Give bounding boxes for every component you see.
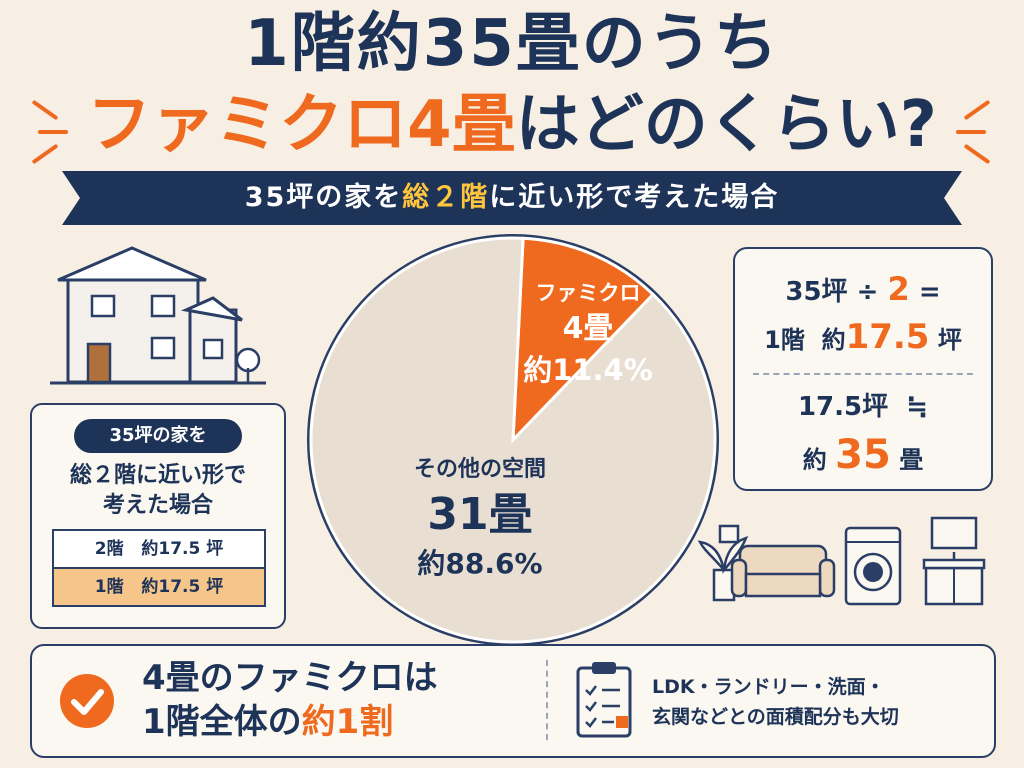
info-desc-line1: 総２階に近い形で [69, 463, 246, 488]
calc-operator: ÷ [856, 277, 879, 307]
pie-slice-other [309, 236, 717, 644]
clipboard-icon [576, 662, 632, 738]
summary-highlight: 約1割 [301, 702, 394, 742]
info-desc-line2: 考えた場合 [102, 493, 213, 518]
check-icon [60, 674, 114, 728]
floor-label: 1階 [94, 577, 124, 597]
house-icon [50, 246, 266, 385]
floor-row-2f: 2階 約17.5 坪 [54, 531, 264, 569]
note-line2: 玄関などとの面積配分も大切 [652, 706, 899, 728]
calculation-panel: 35坪 ÷ 2 = 1階 約17.5 坪 17.5坪 ≒ 約 35 畳 [733, 247, 993, 491]
calc-term: 1階 [764, 326, 805, 354]
info-description: 総２階に近い形で 考えた場合 [32, 461, 284, 521]
calc-line-1: 35坪 ÷ 2 = [735, 269, 991, 312]
floor-table: 2階 約17.5 坪 1階 約17.5 坪 [52, 529, 266, 607]
summary-text: 1階全体の [142, 702, 302, 742]
calc-unit: 畳 [899, 446, 924, 474]
summary-divider [546, 660, 548, 740]
calc-line-2: 1階 約17.5 坪 [735, 315, 991, 362]
calc-number: 35 [835, 432, 891, 478]
washbasin-icon [922, 516, 986, 606]
title-rest: はどのくらい? [515, 88, 937, 162]
summary-line1: 4畳のファミクロは [142, 658, 438, 698]
banner-part1: 35坪の家を [244, 182, 403, 213]
summary-line2: 1階全体の約1割 [142, 700, 542, 744]
pie-chart [307, 234, 719, 646]
pie-slices [309, 236, 717, 644]
plant-icon [697, 524, 749, 602]
calc-number: 2 [887, 270, 910, 308]
floor-row-1f: 1階 約17.5 坪 [54, 569, 264, 605]
page-title-line1: 1階約35畳のうち [244, 7, 780, 81]
washing-machine-icon [844, 526, 902, 606]
summary-bar: 4畳のファミクロは 1階全体の約1割 LDK・ランドリー・洗面・ 玄関などとの面… [30, 644, 996, 758]
calc-unit: 坪 [937, 326, 962, 354]
slice-name: ファミクロ [535, 281, 641, 305]
banner-ribbon [62, 171, 962, 225]
furniture-illustration [697, 516, 986, 606]
calc-term: 35坪 [785, 277, 848, 307]
calc-term: 約 [802, 446, 827, 474]
note-line1: LDK・ランドリー・洗面・ [652, 676, 885, 698]
slice-value: 4畳 [562, 311, 614, 346]
floor-area: 約17.5 坪 [141, 539, 224, 559]
floor-label: 2階 [94, 539, 124, 559]
banner-text: 35坪の家を総２階に近い形で考えた場合 [62, 171, 962, 225]
summary-main: 4畳のファミクロは 1階全体の約1割 [142, 656, 542, 744]
calc-number: 17.5 [845, 317, 930, 357]
title-highlight: ファミクロ4畳 [87, 88, 516, 162]
calc-term: 約 [821, 326, 846, 354]
calc-term: 17.5坪 [797, 392, 889, 422]
spark-decoration [956, 130, 986, 134]
banner-part2: に近い形で考えた場合 [489, 182, 780, 213]
calc-separator [753, 373, 973, 375]
slice-percent: 約88.6% [417, 547, 543, 580]
calc-operator: = [918, 277, 941, 307]
sofa-icon [730, 544, 836, 598]
summary-note: LDK・ランドリー・洗面・ 玄関などとの面積配分も大切 [652, 672, 982, 732]
page-title-line2: ファミクロ4畳はどのくらい? [0, 84, 1024, 166]
banner-highlight: 総２階 [402, 182, 490, 213]
slice-value: 31畳 [427, 489, 533, 540]
info-pill: 35坪の家を [74, 419, 242, 453]
pie-slice-famikuro [511, 236, 656, 444]
floor-area: 約17.5 坪 [141, 577, 224, 597]
pie-label-famikuro: ファミクロ 4畳 約11.4% [518, 278, 658, 390]
spark-decoration [38, 130, 68, 134]
calc-line-4: 約 35 畳 [735, 431, 991, 484]
subtitle-banner: 35坪の家を総２階に近い形で考えた場合 [62, 171, 962, 225]
floor-info-panel: 35坪の家を 総２階に近い形で 考えた場合 2階 約17.5 坪 1階 約17.… [30, 403, 286, 629]
slice-name: その他の空間 [413, 457, 546, 482]
calc-operator: ≒ [906, 392, 929, 422]
slice-percent: 約11.4% [523, 353, 653, 387]
pie-label-other: その他の空間 31畳 約88.6% [370, 454, 590, 584]
calc-line-3: 17.5坪 ≒ [735, 387, 991, 427]
